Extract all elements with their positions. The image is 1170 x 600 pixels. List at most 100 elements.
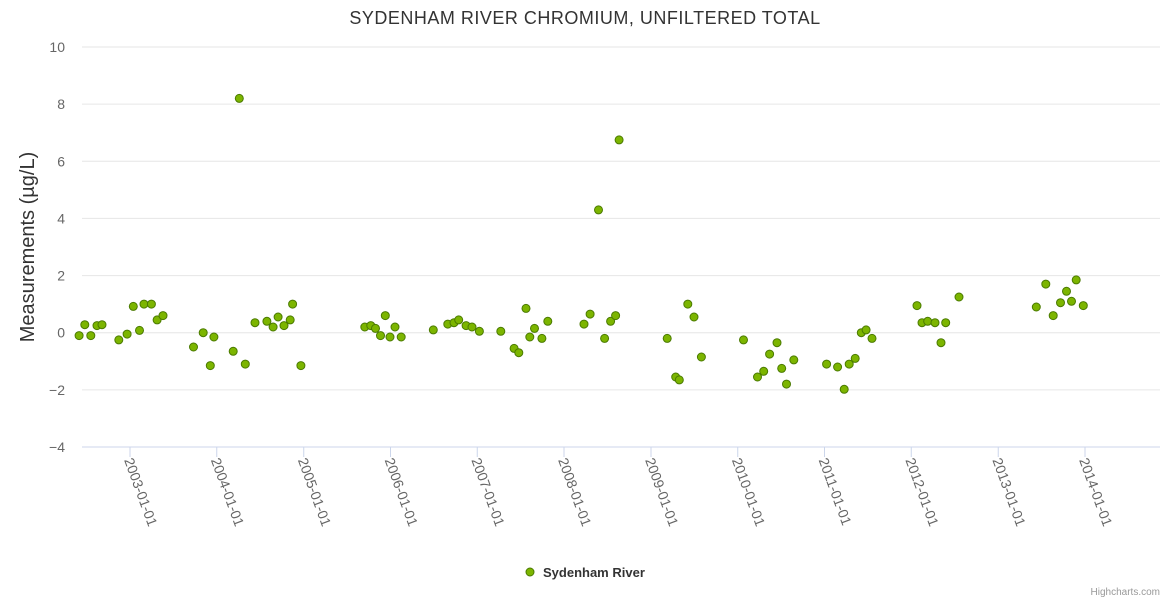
data-point[interactable] xyxy=(954,292,964,302)
data-point[interactable] xyxy=(268,322,278,332)
data-point[interactable] xyxy=(135,325,144,335)
data-point[interactable] xyxy=(390,322,400,332)
data-point[interactable] xyxy=(371,323,380,333)
data-point[interactable] xyxy=(1078,301,1088,311)
data-point[interactable] xyxy=(74,331,84,341)
data-point[interactable] xyxy=(1048,311,1058,321)
data-point[interactable] xyxy=(97,320,107,330)
data-point[interactable] xyxy=(923,316,933,326)
data-point[interactable] xyxy=(262,316,272,326)
data-point[interactable] xyxy=(662,333,672,343)
y-tick-label: 6 xyxy=(57,153,65,169)
data-point[interactable] xyxy=(579,319,589,329)
data-point[interactable] xyxy=(765,349,775,359)
data-point[interactable] xyxy=(1056,298,1065,308)
data-point[interactable] xyxy=(941,318,951,328)
data-point[interactable] xyxy=(912,301,922,311)
data-point[interactable] xyxy=(86,331,96,341)
data-point[interactable] xyxy=(782,379,791,389)
data-point[interactable] xyxy=(428,325,438,335)
data-point[interactable] xyxy=(209,332,219,342)
data-point[interactable] xyxy=(537,333,547,343)
data-point[interactable] xyxy=(861,325,871,335)
data-point[interactable] xyxy=(606,316,616,326)
data-point[interactable] xyxy=(833,362,843,372)
x-tick-label: 2010-01-01 xyxy=(729,456,769,529)
data-point[interactable] xyxy=(521,303,531,313)
data-point[interactable] xyxy=(530,323,539,333)
data-point[interactable] xyxy=(273,312,283,322)
data-point[interactable] xyxy=(454,315,464,325)
data-point[interactable] xyxy=(739,335,748,345)
data-point[interactable] xyxy=(614,135,624,145)
x-tick-label: 2008-01-01 xyxy=(555,456,595,529)
data-point[interactable] xyxy=(288,299,298,309)
data-point[interactable] xyxy=(114,335,124,345)
data-point[interactable] xyxy=(198,328,208,338)
data-point[interactable] xyxy=(543,316,553,326)
data-point[interactable] xyxy=(380,311,390,321)
data-point[interactable] xyxy=(753,372,762,382)
data-point[interactable] xyxy=(525,332,535,342)
data-point[interactable] xyxy=(376,331,385,341)
y-tick-label: 2 xyxy=(57,268,65,284)
x-tick-label: 2005-01-01 xyxy=(295,456,335,529)
data-point[interactable] xyxy=(759,366,769,376)
data-point[interactable] xyxy=(205,361,215,371)
data-point[interactable] xyxy=(611,311,621,321)
credits-link[interactable]: Highcharts.com xyxy=(1091,587,1160,598)
data-point[interactable] xyxy=(839,384,849,394)
data-point[interactable] xyxy=(1067,296,1076,306)
data-point[interactable] xyxy=(234,93,244,103)
legend-item-sydenham-river[interactable]: Sydenham River xyxy=(543,565,645,580)
x-tick-label: 2004-01-01 xyxy=(208,456,248,529)
data-point[interactable] xyxy=(467,322,477,332)
data-point[interactable] xyxy=(844,359,854,369)
data-point[interactable] xyxy=(285,315,295,325)
data-point[interactable] xyxy=(158,311,168,321)
data-point[interactable] xyxy=(585,309,595,319)
data-point[interactable] xyxy=(696,352,706,362)
data-point[interactable] xyxy=(240,359,250,369)
data-point[interactable] xyxy=(674,375,684,385)
data-point[interactable] xyxy=(385,332,395,342)
y-tick-label: 4 xyxy=(57,210,65,226)
data-point[interactable] xyxy=(789,355,799,365)
x-tick-label: 2003-01-01 xyxy=(121,456,161,529)
data-point[interactable] xyxy=(279,321,289,331)
legend-marker xyxy=(525,567,535,577)
data-point[interactable] xyxy=(689,312,699,322)
data-point[interactable] xyxy=(80,320,90,330)
data-point[interactable] xyxy=(822,359,832,369)
data-point[interactable] xyxy=(683,299,693,309)
data-point[interactable] xyxy=(777,363,787,373)
data-point[interactable] xyxy=(496,326,506,336)
data-point[interactable] xyxy=(936,338,946,348)
data-point[interactable] xyxy=(146,299,156,309)
data-point[interactable] xyxy=(930,318,940,328)
data-point[interactable] xyxy=(139,299,149,309)
data-point[interactable] xyxy=(514,348,524,358)
data-point[interactable] xyxy=(850,353,860,363)
data-point[interactable] xyxy=(122,329,132,339)
data-point[interactable] xyxy=(1031,302,1041,312)
data-point[interactable] xyxy=(1071,275,1081,285)
data-point[interactable] xyxy=(867,333,877,343)
data-point[interactable] xyxy=(772,338,782,348)
data-point[interactable] xyxy=(594,205,603,215)
data-point[interactable] xyxy=(228,346,238,356)
x-tick-label: 2006-01-01 xyxy=(382,456,422,529)
data-point[interactable] xyxy=(296,361,306,371)
data-point[interactable] xyxy=(396,332,406,342)
data-point[interactable] xyxy=(189,342,198,352)
y-gridlines xyxy=(82,46,1160,391)
data-point[interactable] xyxy=(152,315,162,325)
data-point[interactable] xyxy=(1062,286,1071,296)
x-tick-label: 2011-01-01 xyxy=(816,456,855,528)
data-point[interactable] xyxy=(600,333,610,343)
data-point[interactable] xyxy=(474,326,484,336)
data-point[interactable] xyxy=(128,301,138,311)
data-point[interactable] xyxy=(1041,279,1051,289)
legend[interactable]: Sydenham River xyxy=(525,565,645,580)
data-point[interactable] xyxy=(250,318,260,328)
